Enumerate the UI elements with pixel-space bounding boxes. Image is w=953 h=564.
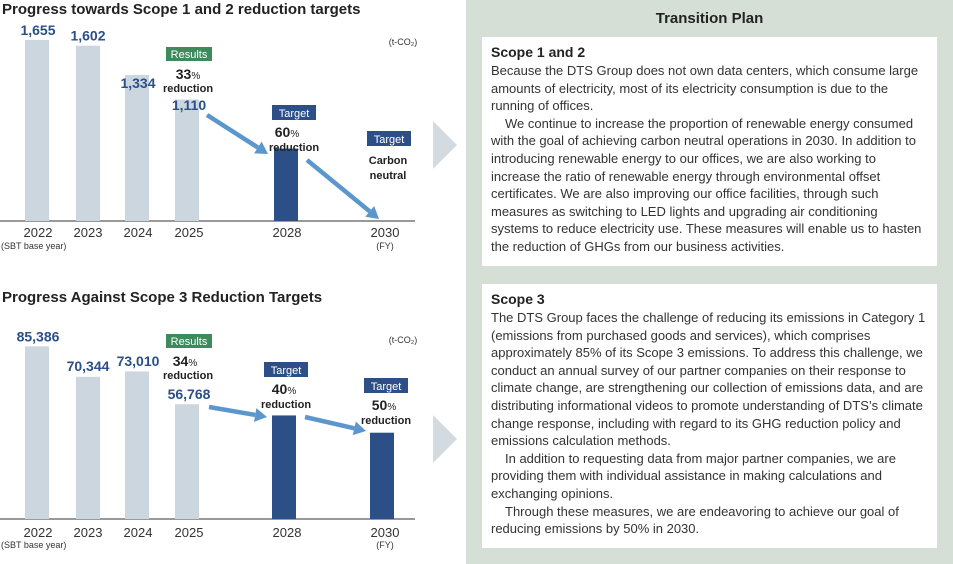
- results-word: reduction: [163, 370, 213, 382]
- x-tick-label: 2023: [74, 525, 103, 540]
- bar: [272, 415, 296, 519]
- data-label: 1,655: [20, 22, 55, 38]
- trend-arrow-icon: [208, 404, 256, 418]
- bar: [125, 371, 149, 519]
- bar: [76, 376, 100, 519]
- x-axis-note: (SBT base year): [1, 241, 66, 251]
- trend-arrow-head: [365, 205, 379, 219]
- unit-label: (t-CO₂): [389, 37, 418, 47]
- data-label: 70,344: [67, 358, 110, 374]
- scope3-chart-title: Progress Against Scope 3 Reduction Targe…: [2, 289, 323, 306]
- x-tick-label: 2024: [124, 225, 153, 240]
- x-tick-label: 2025: [175, 225, 204, 240]
- results-badge-label: Results: [171, 49, 208, 61]
- scope12-chart: Progress towards Scope 1 and 2 reduction…: [0, 0, 430, 260]
- bar: [175, 404, 199, 519]
- target-word: reduction: [261, 399, 311, 411]
- target-badge-label: Target: [279, 108, 310, 120]
- trend-arrow-head: [253, 408, 267, 422]
- trend-arrow-head: [352, 421, 366, 436]
- target-badge: [272, 105, 316, 120]
- scope12-plan-paragraph: Because the DTS Group does not own data …: [491, 63, 919, 114]
- data-label: 85,386: [17, 328, 60, 344]
- target-badge: [367, 131, 411, 146]
- scope3-plan-heading: Scope 3: [491, 291, 545, 307]
- x-tick-label: 2022: [24, 225, 53, 240]
- bar: [175, 99, 199, 221]
- target-value: 40%: [272, 381, 297, 397]
- scope12-plan-card: Scope 1 and 2 Because the DTS Group does…: [482, 37, 937, 266]
- target-badge-label: Target: [374, 134, 405, 146]
- x-axis-note: (SBT base year): [1, 540, 66, 550]
- x-tick-label: 2030: [371, 525, 400, 540]
- target-value: Carbon: [369, 155, 408, 167]
- bar: [25, 39, 49, 221]
- bar: [370, 432, 394, 519]
- data-label: 1,110: [172, 97, 206, 113]
- trend-arrow-icon: [304, 414, 355, 431]
- scope12-plan-heading: Scope 1 and 2: [491, 44, 586, 60]
- x-axis-note: (FY): [376, 540, 394, 550]
- x-tick-label: 2024: [124, 525, 153, 540]
- scope3-chart-svg: 85,386 70,344 73,010 56,768 2022 2023 2024 2025…: [0, 328, 418, 550]
- results-badge: [166, 47, 212, 61]
- trend-arrow-icon: [305, 158, 372, 214]
- x-tick-label: 2022: [24, 525, 53, 540]
- bar: [25, 346, 49, 519]
- bar: [274, 148, 298, 221]
- scope3-plan-card: Scope 3 The DTS Group faces the challeng…: [482, 284, 937, 548]
- bar: [125, 75, 149, 221]
- transition-plan-title: Transition Plan: [655, 10, 764, 27]
- target-value: 60%: [275, 124, 300, 140]
- target-word: neutral: [370, 170, 407, 182]
- results-percent: 34%: [173, 353, 198, 369]
- results-badge-label: Results: [171, 336, 208, 348]
- data-label: 1,602: [70, 28, 105, 44]
- scope3-chart: Progress Against Scope 3 Reduction Targe…: [0, 286, 430, 564]
- target-badge: [364, 378, 408, 393]
- x-tick-label: 2025: [175, 525, 204, 540]
- chevron-right-icon: [433, 121, 457, 169]
- results-word: reduction: [163, 83, 213, 95]
- x-tick-label: 2028: [273, 225, 302, 240]
- scope12-chart-title: Progress towards Scope 1 and 2 reduction…: [2, 1, 361, 18]
- x-tick-label: 2030: [371, 225, 400, 240]
- data-label: 56,768: [168, 386, 211, 402]
- data-label: 1,334: [120, 75, 155, 91]
- transition-plan-panel: Transition Plan Scope 1 and 2 Because th…: [466, 0, 953, 564]
- chevron-right-icon: [433, 415, 457, 463]
- target-badge-label: Target: [371, 381, 402, 393]
- scope3-plan-paragraph: Through these measures, we are endeavori…: [491, 503, 899, 537]
- x-tick-label: 2028: [273, 525, 302, 540]
- target-value: 50%: [372, 397, 397, 413]
- scope12-chart-svg: 1,655 1,602 1,334 1,110 2022 2023 2024 2025 2028…: [0, 22, 418, 251]
- scope3-plan-paragraph: The DTS Group faces the challenge of red…: [491, 310, 926, 449]
- x-axis-note: (FY): [376, 241, 394, 251]
- scope3-plan-paragraph: In addition to requesting data from majo…: [491, 450, 896, 501]
- data-label: 73,010: [117, 353, 160, 369]
- target-word: reduction: [269, 142, 319, 154]
- target-word: reduction: [361, 415, 411, 427]
- target-badge: [264, 362, 308, 377]
- unit-label: (t-CO₂): [389, 335, 418, 345]
- results-badge: [166, 334, 212, 348]
- target-badge-label: Target: [271, 365, 302, 377]
- trend-arrow-head: [254, 141, 268, 154]
- trend-arrow-icon: [205, 113, 260, 150]
- x-tick-label: 2023: [74, 225, 103, 240]
- scope12-plan-paragraph: We continue to increase the proportion o…: [491, 115, 922, 254]
- bar: [76, 45, 100, 221]
- results-percent: 33%: [176, 66, 201, 82]
